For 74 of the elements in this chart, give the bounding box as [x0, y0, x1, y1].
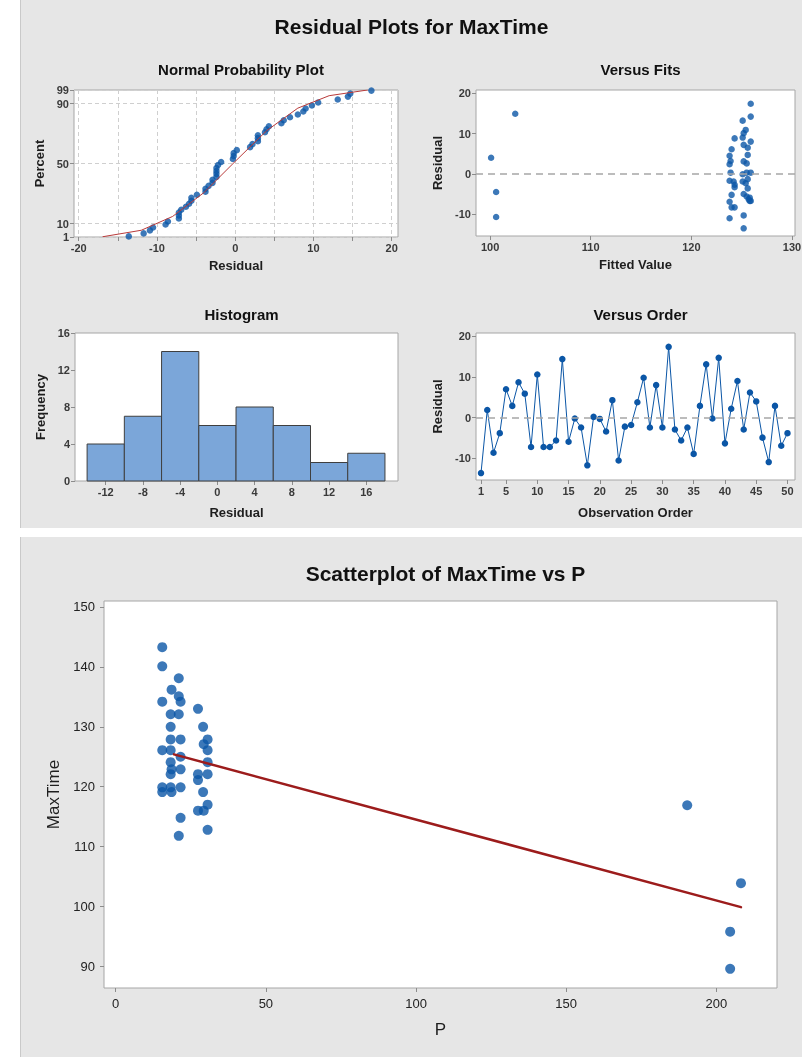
x-tick-label: 25 — [625, 484, 638, 497]
x-tick-label: 40 — [718, 484, 732, 497]
x-tick-label: 0 — [214, 485, 221, 498]
y-tick-label: 99 — [56, 84, 69, 96]
y-tick-label: 0 — [63, 475, 70, 487]
y-tick-label: 20 — [458, 330, 471, 343]
x-tick-label: -4 — [175, 485, 186, 498]
x-tick-label: 8 — [288, 485, 295, 498]
y-tick-label: 8 — [63, 401, 70, 413]
y-axis-title: MaxTime — [44, 759, 64, 830]
x-tick-label: -10 — [149, 241, 165, 254]
chart-title: Scatterplot of MaxTime vs P — [305, 562, 586, 585]
y-tick-label: -10 — [455, 208, 471, 221]
y-tick-label: 150 — [73, 599, 95, 615]
x-tick-label: 50 — [781, 484, 794, 497]
x-tick-label: 120 — [682, 240, 701, 253]
chart-title: Versus Fits — [600, 61, 681, 78]
x-tick-label: 100 — [405, 996, 427, 1011]
x-tick-label: 200 — [705, 996, 728, 1011]
y-tick-label: -10 — [455, 452, 471, 465]
x-tick-label: -8 — [138, 485, 148, 498]
x-tick-label: 150 — [555, 996, 578, 1011]
y-tick-label: 90 — [80, 958, 95, 974]
y-axis-title: Residual — [430, 135, 446, 191]
y-tick-label: 1 — [62, 231, 69, 243]
x-tick-label: 12 — [322, 485, 336, 498]
x-tick-label: 50 — [258, 996, 274, 1011]
x-tick-label: 20 — [385, 241, 398, 254]
x-tick-label: 5 — [502, 484, 510, 497]
y-axis-title: Percent — [31, 138, 47, 188]
y-tick-label: 130 — [73, 719, 95, 735]
x-tick-label: 16 — [360, 485, 373, 498]
text: Residual Plots for MaxTime — [273, 14, 550, 40]
y-tick-label: 140 — [73, 659, 95, 675]
y-tick-label: 10 — [458, 127, 471, 140]
y-tick-label: 0 — [464, 411, 471, 424]
chart-title: Versus Order — [593, 306, 688, 323]
x-tick-label: 45 — [750, 484, 763, 497]
x-tick-label: 10 — [531, 484, 544, 497]
y-tick-label: 16 — [57, 327, 70, 339]
x-axis-title: Observation Order — [578, 505, 693, 520]
x-axis-title: Fitted Value — [599, 257, 672, 272]
y-tick-label: 20 — [458, 87, 471, 100]
y-tick-label: 120 — [73, 779, 95, 795]
chart-title: Histogram — [204, 306, 279, 323]
x-tick-label: -12 — [97, 485, 114, 498]
y-tick-label: 110 — [74, 839, 95, 855]
x-axis-title: P — [434, 1020, 447, 1039]
y-tick-label: 4 — [63, 438, 71, 450]
y-tick-label: 90 — [56, 97, 69, 110]
x-tick-label: 0 — [112, 996, 120, 1011]
y-axis-title: Frequency — [32, 373, 48, 440]
x-tick-label: 0 — [232, 241, 239, 254]
y-tick-label: 100 — [73, 899, 95, 915]
x-tick-label: 110 — [581, 240, 600, 253]
x-tick-label: 35 — [687, 484, 700, 497]
x-tick-label: 1 — [477, 484, 485, 497]
y-tick-label: 12 — [57, 364, 70, 376]
x-tick-label: 4 — [251, 485, 259, 498]
x-axis-title: Residual — [208, 258, 264, 273]
y-axis-title: Residual — [430, 379, 446, 434]
y-tick-label: 10 — [458, 370, 471, 383]
x-tick-label: 130 — [782, 240, 802, 253]
chart-title: Normal Probability Plot — [158, 61, 324, 78]
x-tick-label: 10 — [307, 241, 320, 254]
y-tick-label: 50 — [56, 157, 69, 170]
x-tick-label: -20 — [70, 241, 87, 254]
x-tick-label: 30 — [656, 484, 669, 497]
x-tick-label: 20 — [593, 484, 606, 497]
y-tick-label: 10 — [56, 217, 69, 230]
x-axis-title: Residual — [209, 505, 264, 520]
y-tick-label: 0 — [464, 167, 471, 180]
x-tick-label: 100 — [480, 240, 500, 253]
x-tick-label: 15 — [562, 484, 575, 497]
